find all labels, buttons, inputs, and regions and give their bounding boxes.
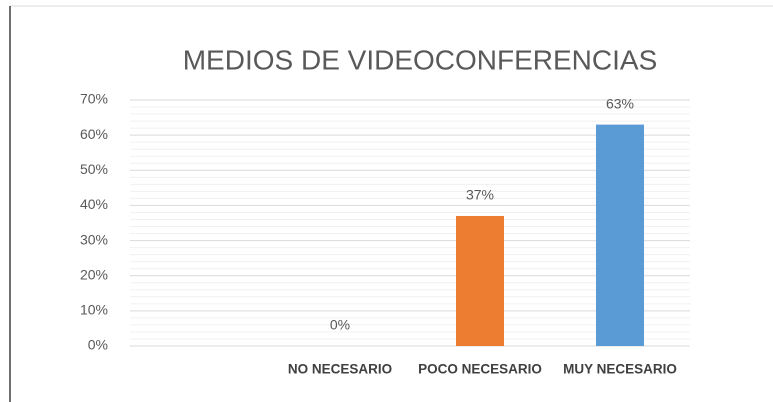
chart-title: MEDIOS DE VIDEOCONFERENCIAS (183, 44, 658, 75)
y-tick-label: 0% (88, 337, 108, 353)
y-tick-label: 70% (80, 91, 108, 107)
bar (456, 215, 504, 346)
y-tick-label: 60% (80, 126, 108, 142)
data-label: 0% (330, 317, 350, 333)
y-tick-label: 30% (80, 231, 108, 247)
x-tick-label: NO NECESARIO (288, 362, 392, 377)
bar (596, 124, 644, 346)
data-label: 37% (466, 187, 494, 203)
y-tick-label: 10% (80, 302, 108, 318)
x-tick-label: POCO NECESARIO (418, 362, 542, 377)
y-tick-label: 50% (80, 161, 108, 177)
x-tick-label: MUY NECESARIO (563, 362, 677, 377)
y-tick-label: 40% (80, 196, 108, 212)
data-label: 63% (606, 95, 634, 111)
y-tick-label: 20% (80, 266, 108, 282)
